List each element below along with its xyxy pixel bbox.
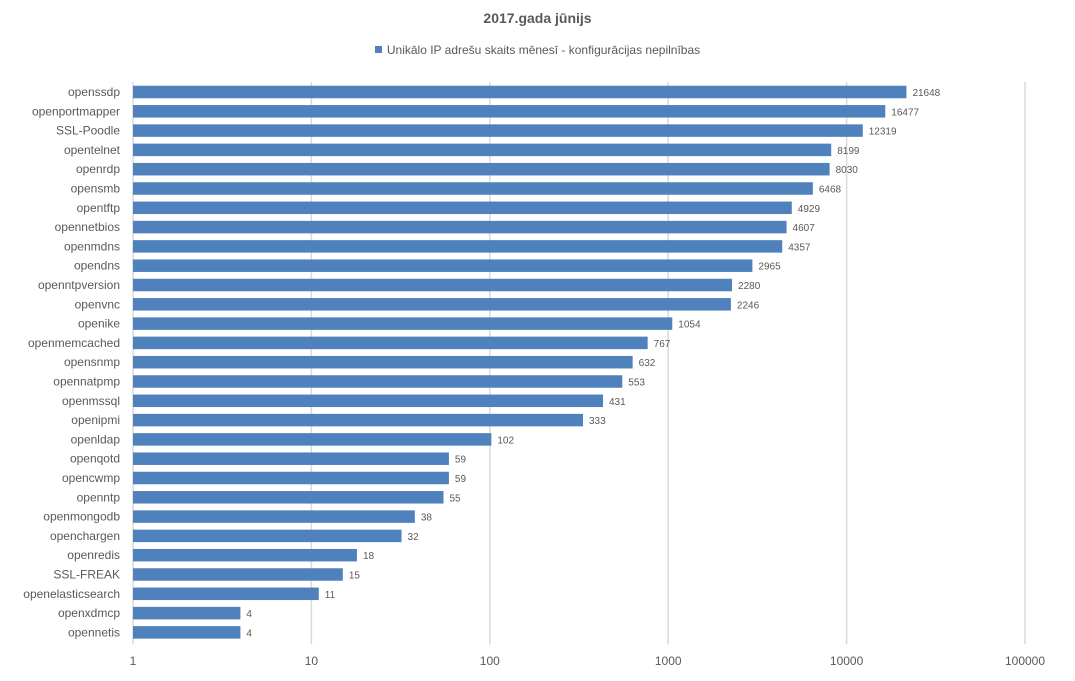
x-tick-label: 1000 xyxy=(655,654,682,668)
bar xyxy=(133,201,792,215)
category-label: openvnc xyxy=(75,297,120,311)
category-label: opennatpmp xyxy=(53,375,120,389)
bar xyxy=(133,452,449,465)
data-label: 2246 xyxy=(737,300,760,311)
data-label: 2280 xyxy=(738,281,761,292)
chart-title: 2017.gada jūnijs xyxy=(483,10,592,26)
category-label: openqotd xyxy=(70,452,120,466)
bar xyxy=(133,143,832,157)
category-label: openredis xyxy=(67,548,120,562)
bar xyxy=(133,375,623,388)
x-tick-label: 1 xyxy=(130,654,137,668)
bar xyxy=(133,105,886,118)
data-label: 16477 xyxy=(891,107,919,118)
data-label: 8030 xyxy=(836,165,859,176)
data-label: 553 xyxy=(628,378,645,389)
category-label: opentftp xyxy=(77,201,121,215)
bar xyxy=(133,182,813,195)
data-label: 59 xyxy=(455,455,467,466)
bar xyxy=(133,626,241,639)
bar xyxy=(133,471,449,485)
data-label: 767 xyxy=(654,339,671,350)
category-label: SSL-FREAK xyxy=(53,568,120,582)
data-label: 21648 xyxy=(912,88,940,99)
category-label: openipmi xyxy=(71,413,120,427)
bar xyxy=(133,317,673,330)
data-label: 4 xyxy=(246,628,252,639)
bar xyxy=(133,240,783,253)
bar xyxy=(133,606,241,620)
x-tick-label: 10000 xyxy=(830,654,864,668)
category-label: opensnmp xyxy=(64,355,120,369)
data-label: 18 xyxy=(363,551,375,562)
x-tick-label: 100 xyxy=(480,654,500,668)
bar xyxy=(133,220,787,234)
bar xyxy=(133,413,584,427)
category-label: opensmb xyxy=(71,182,121,196)
legend: Unikālo IP adrešu skaits mēnesī - konfig… xyxy=(0,43,1075,57)
bar xyxy=(133,587,319,601)
category-label: openntpversion xyxy=(38,278,120,292)
data-label: 32 xyxy=(408,532,420,543)
data-label: 15 xyxy=(349,571,361,582)
legend-swatch xyxy=(374,46,382,54)
category-label: openldap xyxy=(71,432,121,446)
bar xyxy=(133,491,444,504)
data-label: 4357 xyxy=(788,242,811,253)
data-label: 8199 xyxy=(837,146,860,157)
category-label: openntp xyxy=(77,490,121,504)
category-label: openmongodb xyxy=(43,510,120,524)
category-label: opennetbios xyxy=(55,220,120,234)
category-label: opentelnet xyxy=(64,143,121,157)
category-label: openportmapper xyxy=(32,104,120,118)
data-label: 4 xyxy=(246,609,252,620)
legend-label: Unikālo IP adrešu skaits mēnesī - konfig… xyxy=(386,43,701,57)
bar xyxy=(133,162,830,176)
bar xyxy=(133,433,492,446)
data-label: 1054 xyxy=(678,320,701,331)
category-label: openssdp xyxy=(68,85,120,99)
bar xyxy=(133,548,357,562)
bar xyxy=(133,85,907,99)
category-label: openike xyxy=(78,317,120,331)
data-label: 102 xyxy=(497,435,514,446)
bar xyxy=(133,298,731,311)
category-label: openelasticsearch xyxy=(23,587,120,601)
category-label: openxdmcp xyxy=(58,606,120,620)
bar xyxy=(133,529,402,543)
data-label: 632 xyxy=(639,358,656,369)
category-label: SSL-Poodle xyxy=(56,124,120,138)
x-tick-label: 100000 xyxy=(1005,654,1045,668)
data-label: 4607 xyxy=(793,223,816,234)
category-label: openchargen xyxy=(50,529,120,543)
data-label: 12319 xyxy=(869,127,897,138)
data-label: 11 xyxy=(325,590,336,601)
bar xyxy=(133,394,603,408)
data-label: 6468 xyxy=(819,185,842,196)
bar xyxy=(133,355,633,369)
category-label: openmemcached xyxy=(28,336,120,350)
bar xyxy=(133,336,648,350)
x-tick-label: 10 xyxy=(305,654,319,668)
data-label: 4929 xyxy=(798,204,821,215)
category-label: openmdns xyxy=(64,239,120,253)
data-label: 333 xyxy=(589,416,606,427)
data-label: 59 xyxy=(455,474,467,485)
category-label: opencwmp xyxy=(62,471,120,485)
data-label: 431 xyxy=(609,397,626,408)
bar xyxy=(133,278,733,292)
bar xyxy=(133,259,753,272)
category-label: openrdp xyxy=(76,162,120,176)
bar xyxy=(133,510,415,523)
data-label: 38 xyxy=(421,513,433,524)
data-label: 2965 xyxy=(758,262,781,273)
category-label: openmssql xyxy=(62,394,120,408)
category-label: opennetis xyxy=(68,625,120,639)
bar xyxy=(133,124,863,137)
data-label: 55 xyxy=(449,493,461,504)
bar xyxy=(133,568,343,581)
category-label: opendns xyxy=(74,259,120,273)
